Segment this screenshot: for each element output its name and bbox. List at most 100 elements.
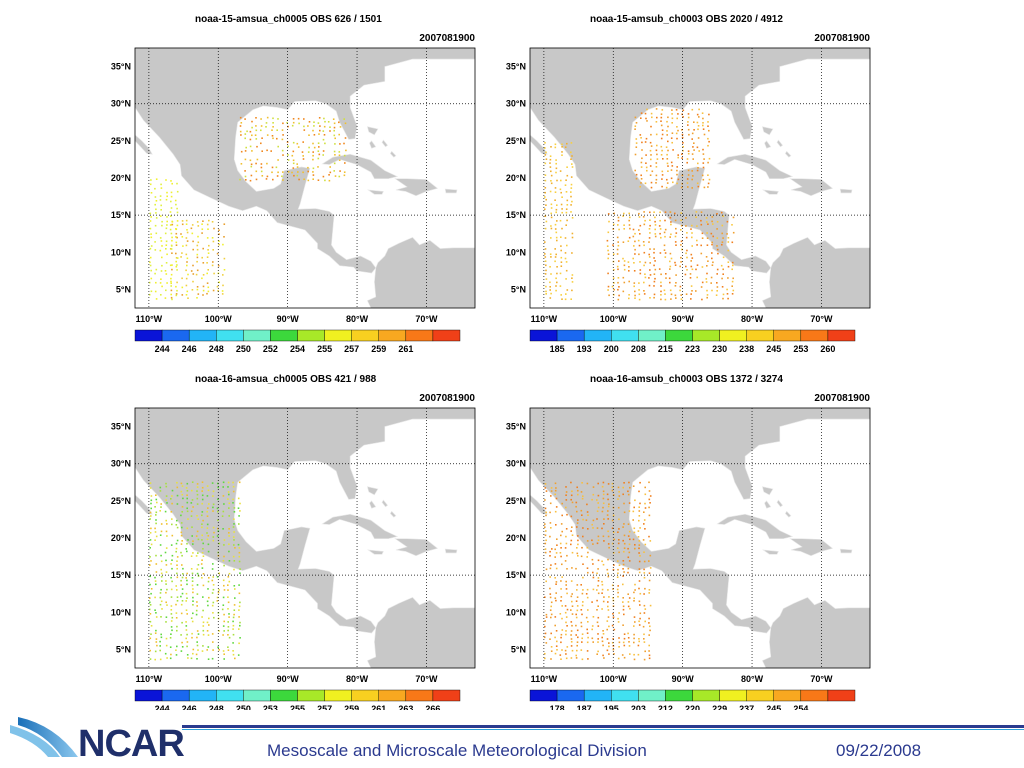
obs-dot — [681, 182, 683, 185]
obs-dot — [692, 175, 694, 177]
obs-dot — [239, 624, 241, 627]
obs-dot — [570, 580, 573, 582]
obs-dot — [239, 510, 241, 512]
obs-dot — [334, 137, 336, 140]
land-mass — [789, 538, 834, 557]
land-mass — [839, 548, 853, 554]
obs-dot — [343, 174, 346, 177]
land-mass — [530, 48, 870, 274]
obs-dot — [565, 653, 567, 655]
obs-dot — [639, 481, 641, 484]
obs-dot — [185, 487, 188, 489]
obs-dot — [216, 576, 219, 578]
obs-dot — [166, 216, 168, 218]
obs-dot — [222, 274, 224, 276]
obs-dot — [207, 228, 209, 230]
obs-dot — [154, 196, 157, 198]
obs-dot — [207, 489, 210, 492]
obs-dot — [622, 526, 624, 528]
obs-dot — [627, 490, 629, 493]
obs-dot — [601, 583, 604, 586]
obs-dot — [711, 264, 714, 266]
obs-dot — [196, 572, 199, 575]
obs-dot — [175, 649, 177, 651]
obs-dot — [287, 125, 289, 128]
obs-dot — [554, 199, 556, 201]
obs-dot — [292, 118, 295, 120]
obs-dot — [648, 657, 651, 660]
obs-dot — [154, 632, 157, 634]
obs-dot — [319, 125, 321, 127]
obs-dot — [156, 644, 158, 647]
obs-dot — [159, 490, 162, 492]
obs-dot — [672, 149, 674, 151]
obs-dot — [185, 284, 188, 287]
obs-dot — [635, 142, 638, 144]
obs-dot — [671, 117, 674, 120]
obs-dot — [176, 494, 179, 497]
obs-dot — [577, 555, 579, 557]
obs-dot — [334, 175, 337, 177]
obs-dot — [240, 163, 243, 165]
obs-dot — [580, 509, 583, 512]
obs-dot — [690, 298, 692, 300]
obs-dot — [211, 221, 214, 223]
obs-dot — [561, 576, 563, 578]
obs-dot — [575, 616, 578, 619]
obs-dot — [180, 634, 182, 636]
obs-dot — [555, 583, 557, 585]
obs-dot — [645, 137, 648, 140]
obs-dot — [597, 568, 599, 570]
obs-dot — [712, 235, 714, 238]
obs-dot — [675, 109, 678, 111]
obs-dot — [676, 166, 678, 168]
obs-dot — [555, 645, 558, 647]
obs-dot — [148, 608, 151, 611]
obs-dot — [249, 138, 252, 141]
obs-dot — [677, 154, 679, 156]
map-panel-1: 35°N 30°N 25°N 20°N 15°N 10°N 5°N 110°W 100°W 90°… — [95, 0, 480, 360]
obs-dot — [297, 117, 300, 120]
land-mass — [366, 597, 475, 668]
obs-dot — [217, 527, 219, 530]
obs-dot — [186, 613, 188, 615]
obs-dot — [679, 289, 681, 292]
obs-dot — [565, 588, 568, 590]
obs-dot — [576, 486, 578, 489]
obs-dot — [261, 137, 263, 139]
obs-dot — [228, 550, 230, 553]
obs-dot — [160, 636, 163, 639]
obs-dot — [611, 527, 614, 529]
obs-dot — [216, 596, 219, 599]
obs-dot — [727, 261, 730, 263]
obs-dot — [185, 621, 187, 623]
obs-dot — [260, 129, 262, 132]
obs-dot — [681, 129, 683, 131]
obs-dot — [308, 121, 311, 123]
obs-dot — [649, 502, 651, 504]
obs-dot — [660, 273, 662, 276]
obs-dot — [732, 231, 735, 234]
obs-dot — [618, 539, 620, 541]
obs-dot — [181, 485, 184, 487]
colorbar-segment — [692, 689, 720, 702]
obs-dot — [638, 298, 641, 301]
obs-dot — [660, 294, 662, 296]
obs-dot — [666, 153, 668, 156]
obs-dot — [667, 116, 669, 119]
obs-dot — [222, 579, 225, 582]
obs-dot — [239, 601, 241, 604]
obs-dot — [623, 212, 625, 215]
obs-dot — [643, 551, 645, 553]
obs-dot — [649, 567, 652, 569]
obs-dot — [175, 232, 178, 235]
obs-dot — [296, 166, 299, 168]
obs-dot — [641, 141, 643, 144]
obs-dot — [150, 527, 152, 530]
obs-dot — [218, 229, 220, 231]
obs-dot — [196, 630, 199, 632]
obs-dot — [544, 551, 547, 554]
obs-dot — [554, 556, 556, 558]
obs-dot — [154, 241, 156, 243]
obs-dot — [566, 219, 568, 222]
